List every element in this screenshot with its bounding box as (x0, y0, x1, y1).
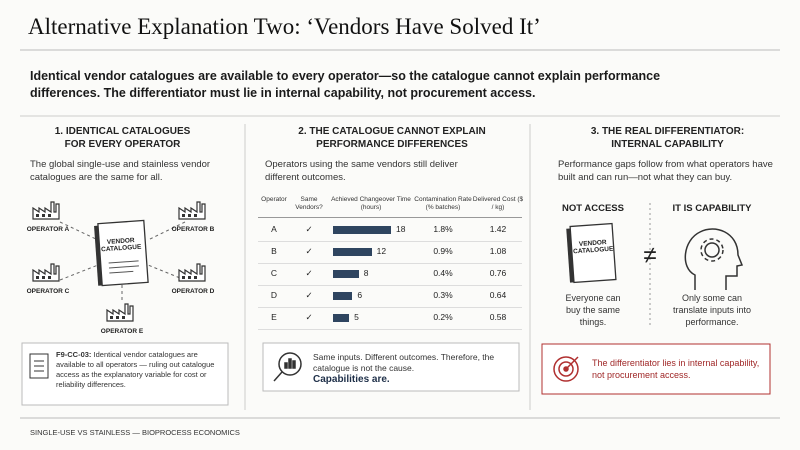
book-label: VENDOR CATALOGUE (100, 237, 142, 254)
cell: 0.58 (489, 312, 507, 322)
factory-icon (178, 263, 206, 282)
cell: 0.76 (489, 268, 507, 278)
footer: SINGLE-USE VS STAINLESS — BIOPROCESS ECO… (30, 428, 240, 437)
bar-label: 6 (357, 290, 363, 300)
cell: A (271, 224, 277, 234)
bar (333, 226, 391, 234)
cell: ✓ (305, 246, 313, 256)
catalogue-book (566, 222, 617, 284)
column-header: Delivered Cost ($ / kg) (472, 196, 524, 211)
bar-label: 8 (363, 268, 369, 278)
bar-label: 12 (376, 246, 387, 256)
factory-icon (32, 201, 60, 220)
panel-text: Performance gaps follow from what operat… (558, 159, 773, 183)
note-box (21, 342, 229, 406)
operator-label: OPERATOR B (171, 226, 215, 233)
contrast-label: IT IS CAPABILITY (672, 203, 752, 214)
cell: 1.8% (433, 224, 453, 234)
cell: ✓ (305, 268, 313, 278)
cell: 1.08 (489, 246, 507, 256)
bar (333, 314, 350, 322)
not-equal: ≠ (643, 242, 657, 269)
cell: C (270, 268, 278, 278)
contrast-label: NOT ACCESS (562, 203, 624, 214)
operator-label: OPERATOR D (171, 288, 215, 295)
column-header: Contamination Rate (% batches) (414, 196, 472, 211)
note-box (262, 342, 520, 392)
column-header: Achieved Changeover Time (hours) (331, 196, 411, 211)
doc-icon (29, 353, 49, 379)
cell: 0.2% (433, 312, 453, 322)
cell: 0.64 (489, 290, 507, 300)
operator-label: OPERATOR C (26, 288, 70, 295)
cell: ✓ (305, 224, 313, 234)
caption: Only some can translate inputs into perf… (672, 293, 752, 327)
cell: 0.4% (433, 268, 453, 278)
bar (333, 270, 359, 278)
column-header: Same Vendors? (295, 196, 323, 211)
catalogue-book (94, 219, 149, 287)
factory-icon (178, 201, 206, 220)
caption: Everyone can buy the same things. (565, 293, 621, 327)
operator-label: OPERATOR A (26, 226, 70, 233)
rule (258, 329, 522, 330)
rule (258, 241, 522, 242)
rule (258, 285, 522, 286)
operator-label: OPERATOR E (100, 328, 144, 335)
title: Alternative Explanation Two: ‘Vendors Ha… (28, 14, 541, 39)
panel-heading: 3. THE REAL DIFFERENTIATOR: INTERNAL CAPA… (590, 126, 745, 150)
cell: ✓ (305, 312, 313, 322)
search-icon (273, 352, 302, 382)
bar-label: 18 (396, 224, 406, 234)
cell: 0.9% (433, 246, 453, 256)
rule (258, 307, 522, 308)
factory-icon (32, 263, 60, 282)
cell: 1.42 (489, 224, 507, 234)
lead: Identical vendor catalogues are availabl… (30, 69, 661, 100)
panel-heading: 2. THE CATALOGUE CANNOT EXPLAIN PERFORMAN… (298, 126, 486, 150)
target-icon (553, 356, 579, 382)
callout-box (541, 343, 771, 395)
note: F9-CC-03: Identical vendor catalogues ar… (56, 350, 215, 389)
bar-label: 5 (354, 312, 359, 322)
cell: B (271, 246, 277, 256)
bar (333, 292, 353, 300)
callout: The differentiator lies in internal capa… (592, 358, 760, 380)
panel-text: Operators using the same vendors still d… (265, 159, 458, 183)
cell: D (270, 290, 278, 300)
panel-text: The global single-use and stainless vend… (30, 159, 211, 183)
cell: ✓ (305, 290, 313, 300)
column-header: Operator (261, 196, 287, 203)
rule (258, 217, 522, 218)
panel-heading: 1. IDENTICAL CATALOGUES FOR EVERY OPERATO… (54, 126, 191, 150)
rule (258, 263, 522, 264)
book-label: VENDOR CATALOGUE (572, 239, 614, 256)
cell: 0.3% (433, 290, 453, 300)
cell: E (271, 312, 277, 322)
note: Same inputs. Different outcomes. Therefo… (313, 352, 495, 385)
factory-icon (106, 303, 134, 322)
bar (333, 248, 372, 256)
head-icon (684, 228, 744, 290)
